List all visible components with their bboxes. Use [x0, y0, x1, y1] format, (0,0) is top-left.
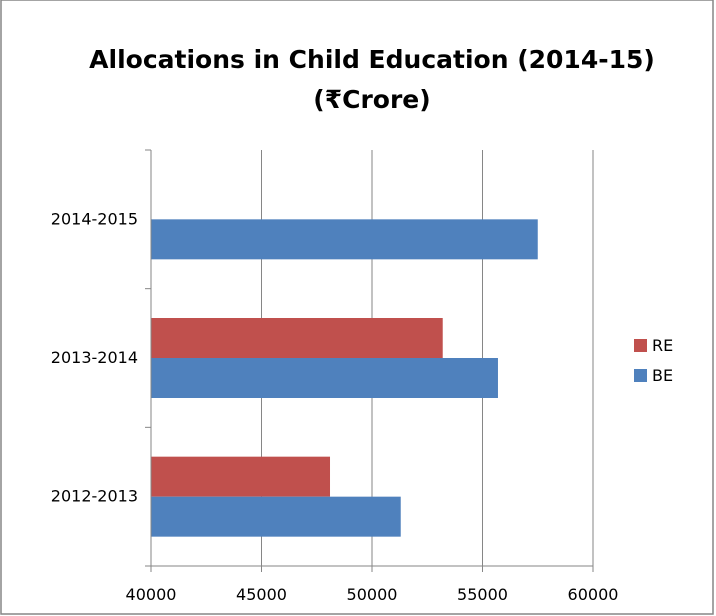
bar-be-2013-2014	[151, 358, 498, 398]
y-tick-label-2012-2013: 2012-2013	[51, 487, 138, 506]
bar-be-2012-2013	[151, 496, 401, 537]
y-tick-label-2014-2015: 2014-2015	[51, 209, 138, 228]
x-tick-label-40000: 40000	[126, 585, 177, 604]
bar-re-2013-2014	[151, 318, 443, 358]
chart-title: Allocations in Child Education (2014-15)	[89, 45, 655, 74]
bar-be-2014-2015	[151, 219, 538, 260]
chart-subtitle: (₹Crore)	[313, 85, 430, 114]
legend-label-re: RE	[652, 336, 673, 355]
bars	[151, 219, 538, 537]
y-tick-label-2013-2014: 2013-2014	[51, 348, 138, 367]
x-tick-label-45000: 45000	[236, 585, 287, 604]
x-tick-label-50000: 50000	[347, 585, 398, 604]
legend-swatch-re	[634, 339, 647, 352]
x-tick-label-60000: 60000	[568, 585, 619, 604]
legend-swatch-be	[634, 369, 647, 382]
bar-re-2012-2013	[151, 456, 331, 497]
x-tick-label-55000: 55000	[457, 585, 508, 604]
axes: 40000 45000 50000 55000 60000 2014-2015 2013-2…	[51, 149, 619, 604]
legend: RE BE	[634, 336, 673, 385]
legend-label-be: BE	[652, 366, 673, 385]
